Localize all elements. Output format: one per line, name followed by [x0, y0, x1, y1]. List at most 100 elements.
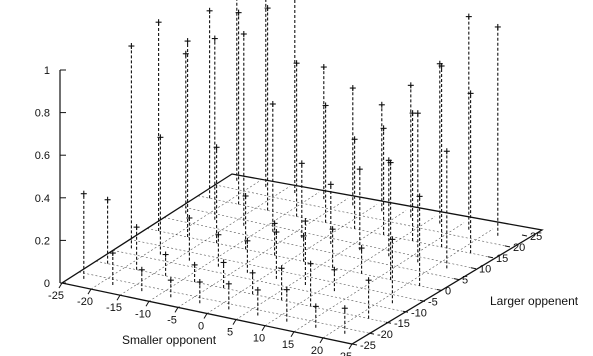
- grid-line-x: [322, 228, 494, 339]
- y-tick: [470, 267, 477, 270]
- y-tick-label: 25: [530, 231, 542, 243]
- data-point: [298, 160, 305, 238]
- data-point: [358, 245, 365, 274]
- data-point: [80, 190, 87, 279]
- y-tick-label: 15: [496, 253, 508, 265]
- y-tick-label: 10: [479, 264, 491, 276]
- data-point: [128, 43, 135, 249]
- x-tick: [348, 343, 353, 350]
- grid-line-y: [95, 260, 387, 323]
- grid-line-y: [163, 217, 455, 279]
- data-point: [157, 134, 164, 255]
- data-point: [213, 144, 220, 244]
- data-point: [254, 286, 261, 316]
- y-tick: [436, 289, 443, 291]
- x-tick: [58, 282, 63, 289]
- y-tick: [487, 256, 494, 259]
- data-point: [278, 265, 285, 301]
- data-point: [269, 101, 276, 232]
- data-point: [191, 261, 198, 282]
- x-tick-label: 20: [311, 345, 323, 356]
- data-point: [162, 251, 169, 276]
- y-tick: [521, 234, 528, 237]
- z-tick-label: 0.8: [35, 108, 50, 120]
- data-point: [365, 277, 372, 319]
- y-tick: [385, 321, 392, 324]
- z-tick-label: 0.2: [35, 235, 50, 247]
- data-point: [265, 0, 267, 187]
- data-point: [215, 231, 222, 267]
- x-tick: [261, 325, 266, 331]
- data-point: [293, 60, 300, 217]
- data-point: [220, 259, 227, 289]
- data-point: [211, 35, 218, 220]
- data-point: [389, 236, 396, 304]
- data-point: [249, 269, 256, 295]
- y-tick: [402, 310, 409, 313]
- data-point: [329, 226, 336, 268]
- y-tick-label: -25: [360, 340, 376, 352]
- data-point: [320, 64, 327, 200]
- x-axis-title: Smaller opponent: [122, 333, 217, 347]
- data-point: [494, 23, 501, 236]
- data-point: [467, 90, 474, 254]
- x-tick-label: 25: [340, 351, 352, 356]
- data-point: [155, 19, 162, 231]
- y-tick: [453, 278, 460, 281]
- x-tick-label: -15: [106, 302, 122, 314]
- data-point: [235, 9, 242, 205]
- data-point: [294, 0, 296, 193]
- x-tick-label: 5: [227, 327, 233, 339]
- data-point: [465, 13, 472, 230]
- floor-frame: [60, 173, 544, 345]
- data-point: [312, 303, 319, 328]
- data-point: [380, 125, 387, 235]
- x-tick-label: 10: [253, 333, 265, 345]
- data-point: [416, 193, 423, 286]
- y-tick: [504, 245, 511, 248]
- y-tick-label: -5: [428, 296, 438, 308]
- data-point: [331, 266, 338, 292]
- data-point: [138, 266, 145, 292]
- data-point: [264, 5, 271, 211]
- data-point: [206, 7, 213, 199]
- data-point: [283, 286, 290, 322]
- x-tick: [145, 301, 150, 307]
- data-point: [387, 159, 394, 280]
- data-point: [438, 62, 445, 248]
- data-point: [409, 110, 416, 241]
- data-point: [341, 305, 348, 334]
- data-point: [307, 260, 314, 307]
- y-tick: [351, 343, 358, 346]
- y-tick-label: 5: [462, 275, 468, 287]
- x-tick: [87, 288, 92, 295]
- data-point: [349, 85, 356, 206]
- x-tick-label: 0: [198, 321, 204, 333]
- y-tick: [419, 299, 426, 302]
- data-point: [167, 277, 174, 298]
- x-tick-label: -20: [77, 296, 93, 308]
- data-point: [104, 196, 111, 264]
- z-tick-label: 0.6: [35, 150, 50, 162]
- data-point: [302, 218, 309, 285]
- data-point: [271, 220, 278, 256]
- data-point: [407, 82, 414, 218]
- data-point: [327, 181, 334, 244]
- data-point: [351, 136, 358, 229]
- data-point: [356, 166, 363, 251]
- data-point: [186, 214, 193, 261]
- data-point: [225, 280, 232, 310]
- grid-line-y: [180, 206, 472, 268]
- tick-labels: -25-20-15-10-50510152025-25-20-15-10-505…: [48, 231, 542, 356]
- data-point: [242, 192, 249, 250]
- data-point: [240, 31, 247, 226]
- data-point: [182, 50, 189, 214]
- grid-line-y: [112, 250, 404, 312]
- floor-grid: [78, 179, 506, 339]
- z-axis: 0 0.2 0.4 0.6 0.8 1: [35, 65, 66, 290]
- z-tick-label: 1: [44, 65, 50, 77]
- data-point: [443, 148, 450, 269]
- y-axis-title: Larger oppenent: [490, 294, 579, 308]
- x-tick: [174, 307, 179, 313]
